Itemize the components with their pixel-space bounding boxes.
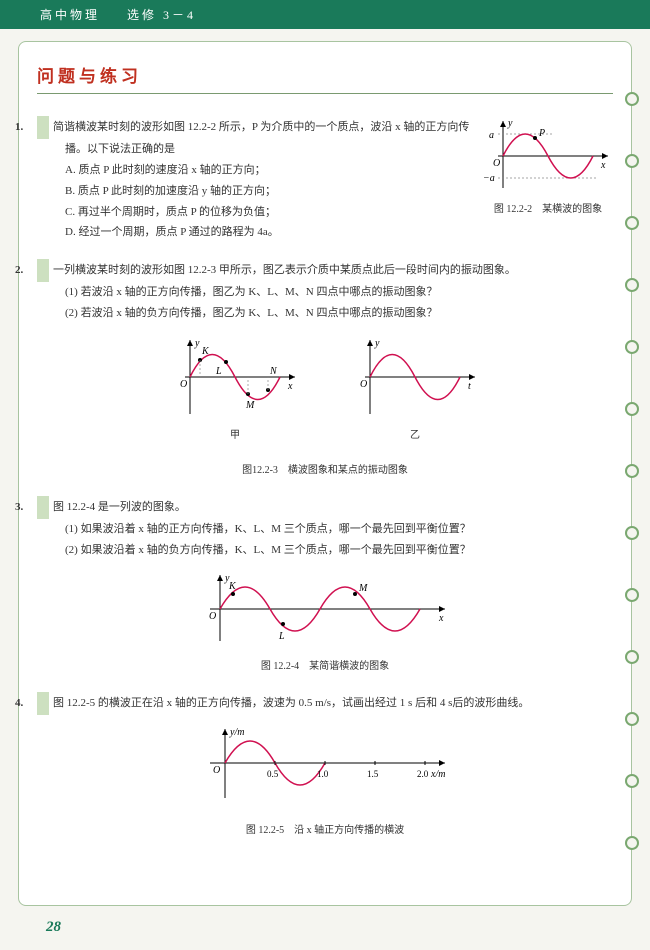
- figure-12-2-2: P a −a O y x 图 12.2-2 某横波的图象: [483, 116, 613, 227]
- svg-text:2.0: 2.0: [417, 769, 429, 779]
- problem-2: 2. 一列横波某时刻的波形如图 12.2-3 甲所示，图乙表示介质中某质点此后一段…: [37, 259, 613, 480]
- svg-text:O: O: [209, 611, 216, 622]
- header-volume: 选修 3－4: [127, 8, 196, 22]
- svg-text:N: N: [269, 366, 278, 377]
- svg-text:y: y: [374, 338, 380, 349]
- sublabel-left: 甲: [170, 426, 300, 445]
- fig-caption-2: 图12.2-3 横波图象和某点的振动图象: [37, 461, 613, 480]
- svg-text:O: O: [360, 379, 367, 390]
- svg-text:0.5: 0.5: [267, 769, 279, 779]
- svg-text:y: y: [507, 118, 513, 129]
- fig-caption-3: 图 12.2-4 某简谐横波的图象: [37, 657, 613, 676]
- problem-1: P a −a O y x 图 12.2-2 某横波的图象 1.简谐横波某时刻的波…: [37, 116, 613, 243]
- svg-text:x: x: [600, 160, 606, 171]
- sub-q1: (1) 若波沿 x 轴的正方向传播，图乙为 K、L、M、N 四点中哪点的振动图象…: [37, 282, 613, 303]
- svg-text:L: L: [215, 366, 222, 377]
- figure-12-2-3a: K L M N O y x 甲: [170, 332, 300, 453]
- problem-stem: 一列横波某时刻的波形如图 12.2-3 甲所示，图乙表示介质中某质点此后一段时间…: [53, 264, 516, 276]
- svg-text:M: M: [245, 400, 255, 411]
- svg-text:L: L: [278, 631, 285, 642]
- figure-12-2-4: K L M O y x: [195, 569, 455, 649]
- svg-text:x: x: [438, 613, 444, 624]
- svg-text:O: O: [213, 765, 220, 776]
- fig-caption-4: 图 12.2-5 沿 x 轴正方向传播的横波: [37, 821, 613, 840]
- svg-text:y: y: [224, 573, 230, 584]
- svg-text:y/m: y/m: [229, 727, 244, 738]
- problem-stem: 简谐横波某时刻的波形如图 12.2-2 所示，P 为介质中的一个质点，波沿 x …: [53, 121, 469, 155]
- problem-number: 1.: [37, 116, 49, 139]
- page-content: 问题与练习 P a −a O y x 图 12.2-2 某横波的图象 1.简谐: [18, 41, 632, 906]
- sublabel-right: 乙: [350, 426, 480, 445]
- problem-4: 4. 图 12.2-5 的横波正在沿 x 轴的正方向传播，波速为 0.5 m/s，…: [37, 692, 613, 840]
- svg-text:K: K: [201, 346, 210, 357]
- svg-text:a: a: [489, 130, 494, 141]
- problem-stem: 图 12.2-5 的横波正在沿 x 轴的正方向传播，波速为 0.5 m/s，试画…: [53, 697, 529, 709]
- sub-q2: (2) 若波沿 x 轴的负方向传播，图乙为 K、L、M、N 四点中哪点的振动图象…: [37, 303, 613, 324]
- fig-caption-1: 图 12.2-2 某横波的图象: [483, 200, 613, 219]
- svg-text:−a: −a: [483, 173, 495, 184]
- problem-number: 3.: [37, 496, 49, 519]
- sub-q2: (2) 如果波沿着 x 轴的负方向传播，K、L、M 三个质点，哪一个最先回到平衡…: [37, 540, 613, 561]
- figure-12-2-5: 0.5 1.0 1.5 2.0 O y/m x/m: [195, 723, 455, 813]
- svg-text:M: M: [358, 583, 368, 594]
- svg-text:1.5: 1.5: [367, 769, 379, 779]
- page-header: 高中物理 选修 3－4: [0, 0, 650, 29]
- svg-text:O: O: [180, 379, 187, 390]
- svg-text:t: t: [468, 381, 471, 392]
- section-title: 问题与练习: [37, 62, 613, 94]
- svg-text:x/m: x/m: [430, 769, 445, 780]
- page-number: 28: [46, 919, 61, 936]
- problem-number: 2.: [37, 259, 49, 282]
- problem-number: 4.: [37, 692, 49, 715]
- svg-text:1.0: 1.0: [317, 769, 329, 779]
- svg-text:y: y: [194, 338, 200, 349]
- sub-q1: (1) 如果波沿着 x 轴的正方向传播，K、L、M 三个质点，哪一个最先回到平衡…: [37, 519, 613, 540]
- problem-stem: 图 12.2-4 是一列波的图象。: [53, 501, 186, 513]
- figure-12-2-3b: O y t 乙: [350, 332, 480, 453]
- problem-3: 3. 图 12.2-4 是一列波的图象。 (1) 如果波沿着 x 轴的正方向传播，…: [37, 496, 613, 676]
- svg-text:x: x: [287, 381, 293, 392]
- svg-text:P: P: [538, 128, 545, 139]
- wave-chart-1: P a −a O y x: [483, 116, 613, 196]
- header-subject: 高中物理: [40, 8, 100, 22]
- spiral-binding: [625, 92, 639, 850]
- svg-text:O: O: [493, 158, 500, 169]
